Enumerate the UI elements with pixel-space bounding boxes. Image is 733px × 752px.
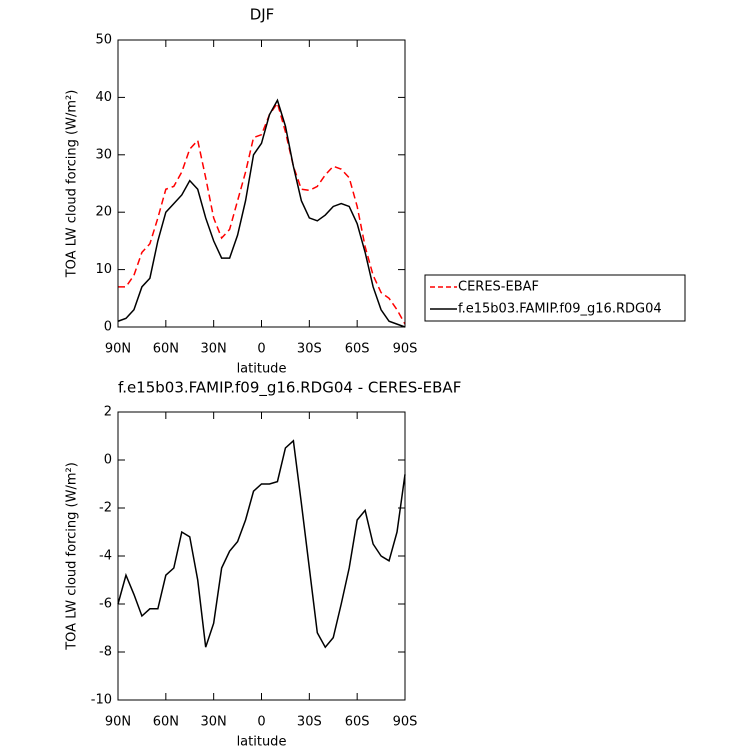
plot-frame — [117, 39, 406, 328]
x-tick-label: 60S — [345, 715, 370, 730]
y-tick-label: 20 — [95, 205, 112, 220]
data-line — [118, 101, 406, 325]
chart-title: f.e15b03.FAMIP.f09_g16.RDG04 - CERES-EBA… — [118, 379, 461, 398]
data-line — [117, 439, 406, 649]
x-tick-label: 90S — [393, 342, 418, 357]
y-tick-label: -8 — [99, 645, 112, 660]
legend-label: f.e15b03.FAMIP.f09_g16.RDG04 — [458, 302, 662, 317]
x-tick-label: 60S — [345, 342, 370, 357]
x-tick-label: 90N — [105, 715, 131, 730]
y-tick-label: -6 — [99, 597, 112, 612]
x-axis-label: latitude — [237, 362, 287, 377]
legend-label: CERES-EBAF — [458, 280, 539, 295]
y-axis-label: TOA LW cloud forcing (W/m²) — [65, 90, 80, 279]
x-tick-label: 30N — [201, 715, 227, 730]
y-tick-label: -4 — [99, 549, 112, 564]
x-axis-label: latitude — [237, 735, 287, 750]
chart-title: DJF — [250, 6, 275, 24]
x-tick-label: 30S — [297, 342, 322, 357]
y-tick-label: 10 — [95, 262, 112, 277]
x-tick-label: 30N — [201, 342, 227, 357]
x-tick-label: 60N — [153, 715, 179, 730]
y-tick-label: 50 — [95, 33, 112, 48]
y-axis-label: TOA LW cloud forcing (W/m²) — [65, 462, 80, 651]
y-tick-label: -2 — [99, 501, 112, 516]
x-tick-label: 0 — [257, 342, 265, 357]
x-tick-label: 90S — [393, 715, 418, 730]
y-tick-label: 30 — [95, 147, 112, 162]
y-tick-label: 0 — [104, 453, 112, 468]
x-tick-label: 90N — [105, 342, 131, 357]
plot-frame — [117, 411, 406, 701]
x-tick-label: 30S — [297, 715, 322, 730]
y-tick-label: 0 — [104, 320, 112, 335]
x-tick-label: 60N — [153, 342, 179, 357]
y-tick-label: -10 — [91, 693, 112, 708]
y-tick-label: 40 — [95, 90, 112, 105]
x-tick-label: 0 — [257, 715, 265, 730]
legend-box — [424, 274, 686, 322]
data-line — [117, 98, 406, 328]
y-tick-label: 2 — [104, 405, 112, 420]
